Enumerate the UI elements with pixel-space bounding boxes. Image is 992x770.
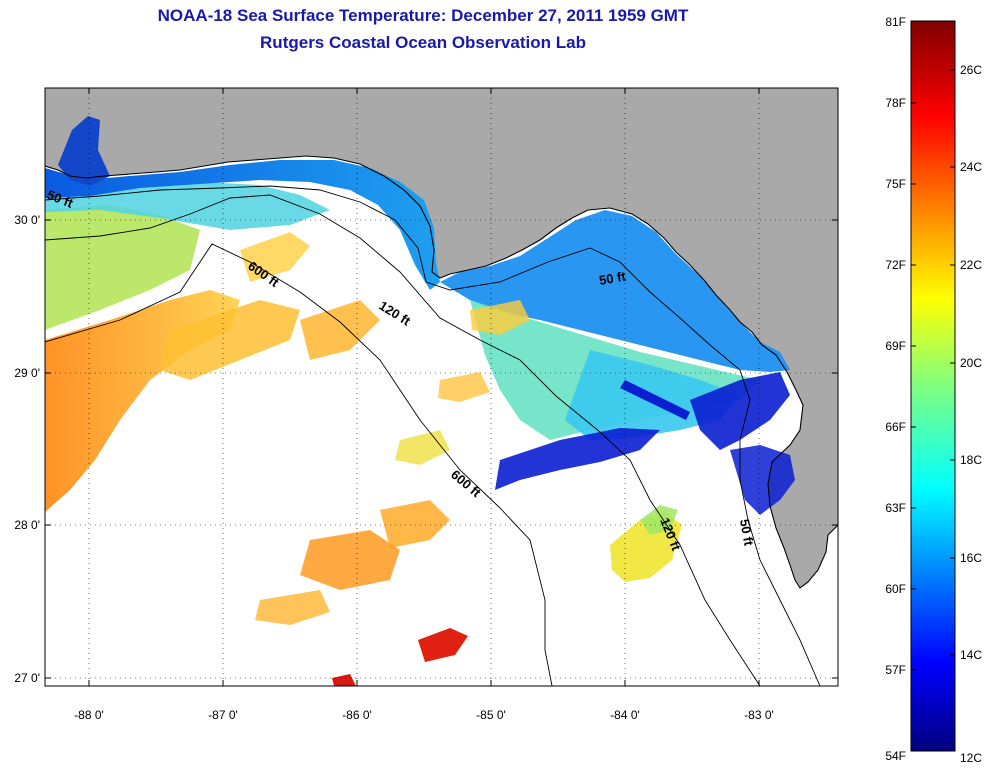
colorbar-c-26: 26C xyxy=(960,63,982,77)
offshore-warm-patches xyxy=(160,232,530,686)
graticule xyxy=(45,88,838,686)
big-bend-shelf xyxy=(440,210,790,372)
colorbar-f-60: 60F xyxy=(885,582,906,596)
colorbar-f-54: 54F xyxy=(885,749,906,763)
colorbar-f-78: 78F xyxy=(885,96,906,110)
colorbar-f-72: 72F xyxy=(885,258,906,272)
colorbar-f-75: 75F xyxy=(885,177,906,191)
lat-label-29: 29 0' xyxy=(14,366,40,380)
colorbar-c-20: 20C xyxy=(960,356,982,370)
plot-frame xyxy=(44,87,839,687)
lon-label-88: -88 0' xyxy=(74,708,104,722)
colorbar xyxy=(910,20,956,752)
lat-label-27: 27 0' xyxy=(14,671,40,685)
axis-ticks xyxy=(45,88,838,686)
colorbar-f-81: 81F xyxy=(885,15,906,29)
green-shelf-west xyxy=(45,205,200,330)
colorbar-c-24: 24C xyxy=(960,160,982,174)
lon-label-86: -86 0' xyxy=(342,708,372,722)
coastline xyxy=(45,155,838,589)
lon-label-83: -83 0' xyxy=(744,708,774,722)
colorbar-f-57: 57F xyxy=(885,663,906,677)
colorbar-c-16: 16C xyxy=(960,551,982,565)
lat-label-30: 30 0' xyxy=(14,213,40,227)
colorbar-c-14: 14C xyxy=(960,648,982,662)
map-subtitle: Rutgers Coastal Ocean Observation Lab xyxy=(260,33,586,52)
map-title: NOAA-18 Sea Surface Temperature: Decembe… xyxy=(157,6,689,25)
lon-label-87: -87 0' xyxy=(208,708,238,722)
bathymetry-contours xyxy=(45,185,821,686)
colorbar-c-12: 12C xyxy=(960,751,982,765)
colorbar-c-22: 22C xyxy=(960,258,982,272)
mobile-bay-cold xyxy=(58,116,110,186)
land-mass xyxy=(45,88,838,588)
colorbar-f-69: 69F xyxy=(885,339,906,353)
colorbar-f-63: 63F xyxy=(885,501,906,515)
cold-streaks xyxy=(495,372,795,515)
colorbar-c-18: 18C xyxy=(960,453,982,467)
contour-label-50ft-south: 50 ft xyxy=(737,518,757,548)
colorbar-f-66: 66F xyxy=(885,420,906,434)
lat-label-28: 28 0' xyxy=(14,518,40,532)
lon-label-85: -85 0' xyxy=(476,708,506,722)
lon-label-84: -84 0' xyxy=(610,708,640,722)
contour-label-50ft-bigbend: 50 ft xyxy=(598,268,628,288)
colorbar-ticks xyxy=(911,69,955,671)
